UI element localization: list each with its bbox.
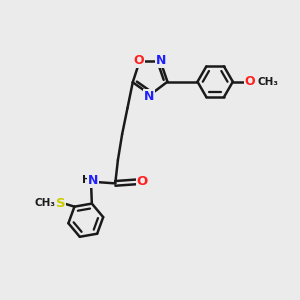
Text: CH₃: CH₃	[34, 198, 56, 208]
Text: O: O	[137, 176, 148, 188]
Text: O: O	[134, 54, 144, 67]
Text: N: N	[88, 174, 98, 187]
Text: CH₃: CH₃	[257, 77, 278, 87]
Text: N: N	[156, 54, 166, 67]
Text: O: O	[244, 75, 255, 88]
Text: H: H	[82, 175, 91, 184]
Text: N: N	[144, 90, 154, 103]
Text: S: S	[56, 197, 65, 210]
